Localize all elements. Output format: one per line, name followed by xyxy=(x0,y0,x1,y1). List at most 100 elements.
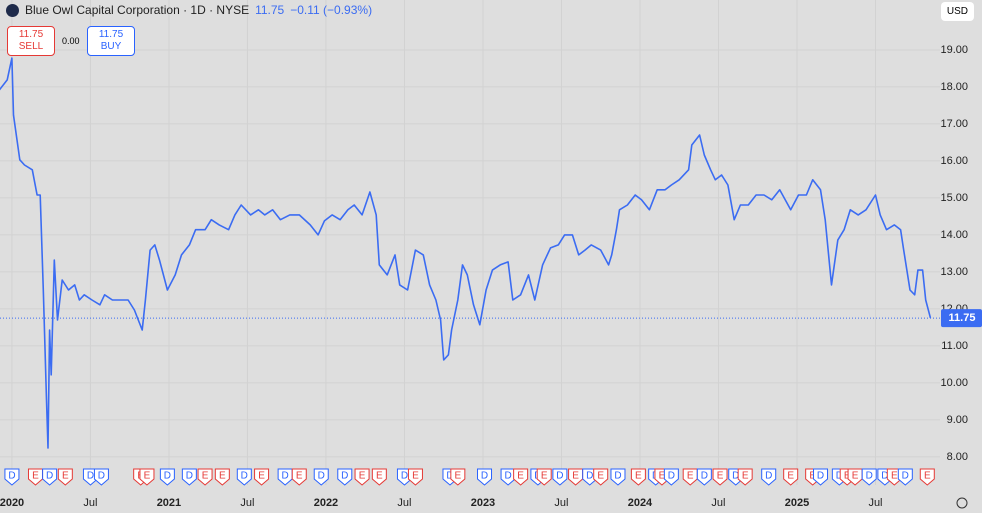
event-label: D xyxy=(668,471,675,482)
y-tick-label: 10.00 xyxy=(940,377,968,389)
event-label: E xyxy=(844,471,851,482)
event-label: D xyxy=(164,471,171,482)
event-label: E xyxy=(202,471,209,482)
y-tick-label: 11.00 xyxy=(941,340,968,352)
event-label: D xyxy=(241,471,248,482)
event-label: D xyxy=(318,471,325,482)
buy-button[interactable]: 11.75 BUY xyxy=(87,26,135,56)
event-label: E xyxy=(454,471,461,482)
event-label: E xyxy=(742,471,749,482)
event-label: E xyxy=(787,471,794,482)
event-marker xyxy=(610,468,626,486)
event-label: E xyxy=(809,471,816,482)
x-tick-label: Jul xyxy=(711,497,725,509)
event-marker xyxy=(93,468,109,486)
currency-button[interactable]: USD xyxy=(940,2,974,21)
event-marker xyxy=(568,468,584,486)
last-price-tag xyxy=(941,309,982,328)
event-label: E xyxy=(32,471,39,482)
event-label: D xyxy=(504,471,511,482)
event-marker xyxy=(354,468,370,486)
event-label: E xyxy=(517,471,524,482)
x-tick-label: Jul xyxy=(554,497,568,509)
event-marker xyxy=(737,468,753,486)
y-tick-label: 17.00 xyxy=(940,118,968,130)
event-marker xyxy=(897,468,913,486)
price-change: −0.11 (−0.93%) xyxy=(290,3,373,17)
last-price-label: 11.75 xyxy=(949,312,976,324)
event-label: E xyxy=(296,471,303,482)
event-marker xyxy=(761,468,777,486)
event-marker xyxy=(197,468,213,486)
y-tick-label: 18.00 xyxy=(940,81,968,93)
event-marker xyxy=(27,468,43,486)
x-tick-label: Jul xyxy=(397,497,411,509)
y-tick-label: 19.00 xyxy=(940,44,968,56)
sell-label: SELL xyxy=(18,41,44,52)
event-marker xyxy=(630,468,646,486)
event-label: E xyxy=(852,471,859,482)
buy-label: BUY xyxy=(100,41,122,52)
event-marker xyxy=(783,468,799,486)
spread: 0.00 xyxy=(62,36,80,46)
event-marker xyxy=(214,468,230,486)
x-tick-label: 2023 xyxy=(471,497,495,509)
price-line xyxy=(0,57,932,449)
x-tick-label: Jul xyxy=(240,497,254,509)
event-label: D xyxy=(446,471,453,482)
event-marker xyxy=(450,468,466,486)
event-marker xyxy=(236,468,252,486)
event-marker xyxy=(682,468,698,486)
event-marker xyxy=(847,468,863,486)
event-label: E xyxy=(687,471,694,482)
event-label: E xyxy=(572,471,579,482)
x-tick-label: 2020 xyxy=(0,497,24,509)
event-label: D xyxy=(46,471,53,482)
event-marker xyxy=(277,468,293,486)
event-label: D xyxy=(765,471,772,482)
event-label: D xyxy=(586,471,593,482)
event-label: D xyxy=(902,471,909,482)
event-marker xyxy=(513,468,529,486)
event-marker xyxy=(477,468,493,486)
y-tick-label: 8.00 xyxy=(947,451,968,463)
event-label: E xyxy=(219,471,226,482)
event-label: E xyxy=(659,471,666,482)
event-label: D xyxy=(481,471,488,482)
x-tick-label: 2024 xyxy=(628,497,653,509)
event-marker xyxy=(712,468,728,486)
x-tick-label: 2021 xyxy=(157,497,181,509)
event-marker xyxy=(4,468,20,486)
event-marker xyxy=(536,468,552,486)
event-marker xyxy=(254,468,270,486)
sell-button[interactable]: 11.75 SELL xyxy=(7,26,55,56)
event-label: E xyxy=(635,471,642,482)
event-label: E xyxy=(376,471,383,482)
event-marker xyxy=(313,468,329,486)
event-label: E xyxy=(144,471,151,482)
buy-price: 11.75 xyxy=(98,29,124,40)
event-label: E xyxy=(891,471,898,482)
y-tick-label: 15.00 xyxy=(940,192,968,204)
x-tick-label: Jul xyxy=(83,497,97,509)
event-marker xyxy=(57,468,73,486)
x-tick-label: 2025 xyxy=(785,497,809,509)
event-marker xyxy=(42,468,58,486)
event-marker xyxy=(861,468,877,486)
event-marker xyxy=(552,468,568,486)
y-tick-label: 13.00 xyxy=(940,266,968,278)
event-marker xyxy=(407,468,423,486)
event-label: E xyxy=(62,471,69,482)
event-label: D xyxy=(732,471,739,482)
event-label: D xyxy=(881,471,888,482)
x-tick-label: 2022 xyxy=(314,497,338,509)
event-marker xyxy=(139,468,155,486)
event-label: E xyxy=(597,471,604,482)
event-marker xyxy=(159,468,175,486)
event-label: E xyxy=(412,471,419,482)
event-marker xyxy=(181,468,197,486)
event-label: D xyxy=(836,471,843,482)
event-marker xyxy=(593,468,609,486)
y-tick-label: 14.00 xyxy=(940,229,968,241)
